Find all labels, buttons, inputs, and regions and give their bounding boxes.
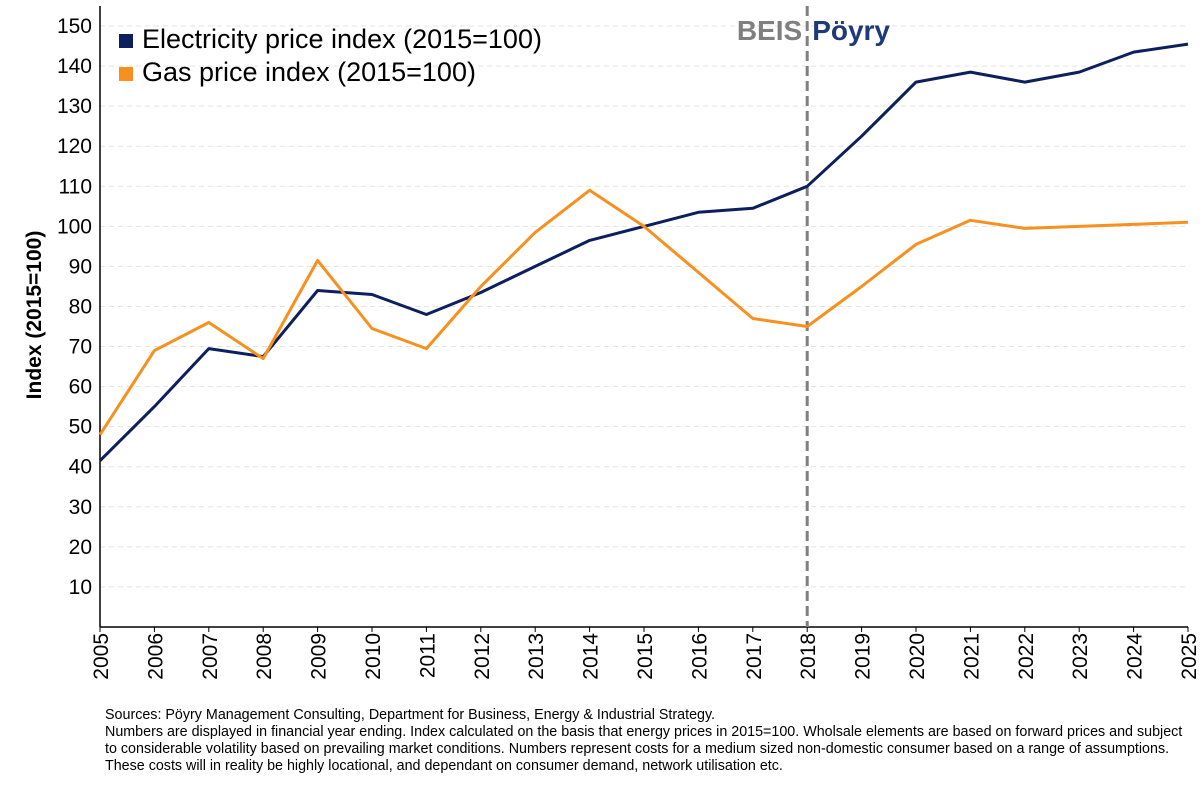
x-tick-label: 2024 (1124, 633, 1147, 680)
y-tick-label: 60 (69, 376, 92, 399)
x-tick-label: 2010 (362, 633, 385, 680)
x-tick-label: 2018 (797, 633, 820, 680)
y-tick-label: 40 (69, 456, 92, 479)
sources-line: Sources: Pöyry Management Consulting, De… (105, 707, 716, 723)
x-tick-label: 2021 (960, 633, 983, 680)
legend-label-gas: Gas price index (2015=100) (142, 57, 476, 87)
gas-series-line (98, 188, 1189, 436)
gridlines (100, 25, 1188, 588)
forecast-divider: BEIS Pöyry (737, 6, 890, 627)
notes-paragraph: Numbers are displayed in financial year … (105, 724, 1183, 774)
y-tick-label: 130 (57, 95, 92, 118)
legend: Electricity price index (2015=100)Gas pr… (119, 24, 542, 87)
y-tick-label: 120 (57, 135, 92, 158)
x-tick-label: 2020 (906, 633, 929, 680)
poyry-label: Pöyry (812, 15, 890, 46)
x-tick-label: 2005 (90, 633, 113, 680)
axes (99, 6, 1189, 632)
x-tick-label: 2008 (253, 633, 276, 680)
x-tick-label: 2007 (199, 633, 222, 680)
y-tick-label: 100 (57, 215, 92, 238)
x-tick-label: 2019 (852, 633, 875, 680)
legend-swatch-electricity (119, 34, 133, 48)
x-tick-label: 2017 (743, 633, 766, 680)
y-tick-label: 90 (69, 255, 92, 278)
y-tick-label: 10 (69, 576, 92, 599)
y-tick-label: 70 (69, 336, 92, 359)
y-axis-label: Index (2015=100) (23, 231, 46, 400)
y-tick-label: 140 (57, 55, 92, 78)
x-tick-label: 2009 (308, 633, 331, 680)
x-tick-labels: 2005 2006 2007 2008 2009 2010 2011 2012 2013 2014… (90, 633, 1200, 680)
legend-swatch-gas (119, 67, 133, 81)
legend-label-electricity: Electricity price index (2015=100) (142, 24, 542, 54)
x-tick-label: 2006 (144, 633, 167, 680)
x-tick-label: 2025 (1178, 633, 1200, 680)
x-tick-label: 2014 (580, 633, 603, 680)
x-tick-label: 2022 (1015, 633, 1038, 680)
y-tick-label: 20 (69, 536, 92, 559)
y-tick-label: 50 (69, 416, 92, 439)
x-tick-label: 2023 (1069, 633, 1092, 680)
beis-label: BEIS (737, 15, 802, 46)
y-tick-label: 80 (69, 295, 92, 318)
x-tick-label: 2013 (525, 633, 548, 680)
x-tick-label: 2015 (634, 633, 657, 680)
x-tick-label: 2016 (688, 633, 711, 680)
sources-note: Sources: Pöyry Management Consulting, De… (105, 707, 1195, 775)
y-tick-labels: 10 20 30 40 50 60 70 80 90 100 110 120 130 140 150 (57, 15, 92, 599)
y-tick-label: 110 (59, 175, 92, 198)
line-chart: 10 20 30 40 50 60 70 80 90 100 110 120 130 140 150 200… (23, 6, 1200, 680)
series-lines (98, 42, 1189, 462)
x-tick-label: 2011 (416, 633, 439, 678)
x-tick-label: 2012 (471, 633, 494, 680)
y-tick-label: 150 (57, 15, 92, 38)
y-tick-label: 30 (69, 496, 92, 519)
